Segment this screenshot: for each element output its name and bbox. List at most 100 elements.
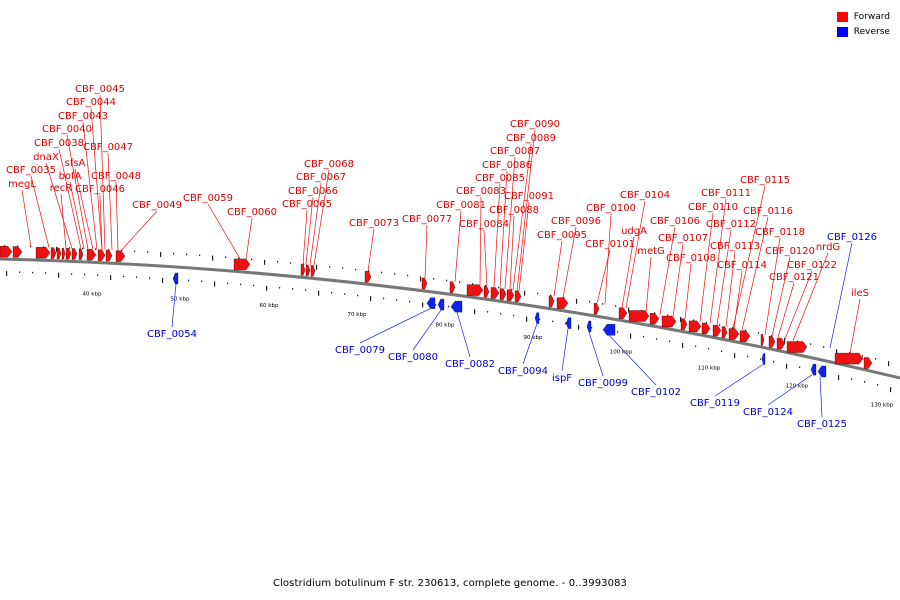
forward-gene-arrow[interactable]: [490, 287, 500, 299]
forward-gene-arrow[interactable]: [35, 247, 51, 259]
forward-gene-label: CBF_0083: [456, 186, 506, 197]
scale-label: 90 kbp: [524, 335, 543, 341]
tick-lower: [656, 338, 658, 340]
forward-gene-arrow[interactable]: [834, 352, 864, 365]
reverse-gene-arrow[interactable]: [172, 272, 179, 285]
tick-lower: [240, 283, 242, 286]
forward-gene-label: CBF_0065: [282, 199, 332, 210]
forward-gene-arrow[interactable]: [739, 330, 751, 342]
forward-gene-arrow[interactable]: [12, 246, 23, 258]
reverse-gene-arrow[interactable]: [565, 317, 572, 329]
tick-lower: [162, 277, 164, 283]
tick-upper: [420, 276, 422, 282]
forward-gene-arrow[interactable]: [548, 295, 555, 308]
tick-upper: [797, 340, 799, 343]
tick-upper: [537, 292, 539, 295]
forward-gene-label: CBF_0035: [6, 165, 56, 176]
forward-gene-arrow[interactable]: [506, 289, 515, 301]
forward-gene-arrow[interactable]: [701, 322, 711, 335]
reverse-gene-arrow[interactable]: [437, 298, 445, 311]
leader-line: [699, 212, 714, 322]
forward-gene-arrow[interactable]: [115, 250, 126, 262]
tick-upper: [849, 352, 851, 354]
tick-upper: [186, 253, 188, 256]
reverse-gene-label: CBF_0080: [388, 352, 438, 363]
forward-gene-arrow[interactable]: [233, 258, 251, 271]
leader-line: [479, 196, 482, 286]
tick-lower: [383, 297, 385, 300]
forward-gene-arrow[interactable]: [556, 297, 569, 309]
leader-line: [58, 148, 82, 249]
tick-lower: [877, 384, 879, 386]
forward-gene-arrow[interactable]: [514, 290, 522, 302]
forward-gene-label: CBF_0120: [765, 246, 815, 257]
forward-gene-arrow[interactable]: [56, 247, 62, 260]
tick-upper: [875, 358, 877, 360]
tick-lower: [292, 288, 294, 290]
forward-gene-arrow[interactable]: [65, 248, 72, 260]
forward-gene-arrow[interactable]: [421, 277, 428, 290]
forward-gene-arrow[interactable]: [449, 281, 456, 293]
tick-lower: [149, 277, 151, 279]
forward-gene-arrow[interactable]: [721, 326, 728, 338]
forward-gene-arrow[interactable]: [310, 265, 316, 277]
tick-upper: [602, 303, 604, 305]
forward-gene-arrow[interactable]: [0, 246, 13, 258]
leader-line: [714, 364, 764, 397]
leader-line: [518, 201, 530, 291]
forward-gene-arrow[interactable]: [364, 271, 372, 283]
forward-gene-arrow[interactable]: [78, 248, 84, 260]
forward-gene-arrow[interactable]: [760, 334, 765, 346]
tick-upper: [264, 259, 266, 265]
forward-gene-label: CBF_0108: [666, 253, 716, 264]
forward-gene-arrow[interactable]: [50, 247, 57, 259]
forward-gene-arrow[interactable]: [483, 286, 490, 298]
forward-gene-arrow[interactable]: [86, 249, 97, 261]
forward-gene-arrow[interactable]: [466, 284, 484, 296]
forward-gene-arrow[interactable]: [786, 341, 808, 353]
reverse-gene-arrow[interactable]: [450, 300, 463, 313]
tick-lower: [201, 280, 203, 283]
tick-lower: [6, 271, 8, 277]
scale-label: 70 kbp: [348, 312, 367, 318]
leader-line: [645, 256, 652, 312]
reverse-gene-arrow[interactable]: [810, 363, 817, 376]
leader-line: [621, 236, 635, 308]
reverse-gene-arrow[interactable]: [761, 353, 766, 365]
forward-gene-label: CBF_0067: [296, 172, 346, 183]
leader-line: [596, 249, 611, 304]
forward-gene-arrow[interactable]: [593, 303, 600, 315]
forward-gene-arrow[interactable]: [300, 264, 306, 276]
reverse-gene-arrow[interactable]: [426, 297, 436, 309]
reverse-gene-arrow[interactable]: [534, 312, 540, 324]
scale-label: 60 kbp: [260, 303, 279, 309]
tick-lower: [422, 302, 424, 308]
forward-gene-arrow[interactable]: [61, 247, 66, 260]
forward-gene-arrow[interactable]: [499, 288, 507, 300]
reverse-gene-arrow[interactable]: [602, 324, 616, 336]
forward-gene-arrow[interactable]: [688, 320, 702, 332]
forward-gene-label: CBF_0087: [490, 146, 540, 157]
forward-gene-arrow[interactable]: [97, 249, 106, 261]
forward-gene-arrow[interactable]: [776, 337, 786, 350]
forward-gene-arrow[interactable]: [680, 318, 688, 330]
tick-upper: [225, 256, 227, 259]
forward-gene-arrow[interactable]: [712, 324, 722, 337]
forward-gene-arrow[interactable]: [728, 328, 740, 340]
forward-gene-arrow[interactable]: [71, 248, 78, 260]
tick-lower: [578, 324, 580, 330]
forward-gene-arrow[interactable]: [628, 310, 650, 322]
reverse-gene-arrow[interactable]: [817, 365, 827, 378]
forward-gene-arrow[interactable]: [618, 307, 628, 319]
forward-gene-arrow[interactable]: [649, 313, 660, 325]
forward-gene-arrow[interactable]: [105, 249, 113, 262]
tick-lower: [227, 282, 229, 285]
forward-gene-label: CBF_0095: [537, 230, 587, 241]
reverse-gene-arrow[interactable]: [586, 320, 592, 333]
leader-line: [66, 134, 89, 250]
forward-gene-arrow[interactable]: [661, 315, 677, 328]
forward-gene-arrow[interactable]: [768, 336, 776, 348]
forward-gene-arrow[interactable]: [305, 264, 311, 277]
forward-gene-arrow[interactable]: [863, 357, 873, 369]
gene-features: [0, 246, 873, 378]
